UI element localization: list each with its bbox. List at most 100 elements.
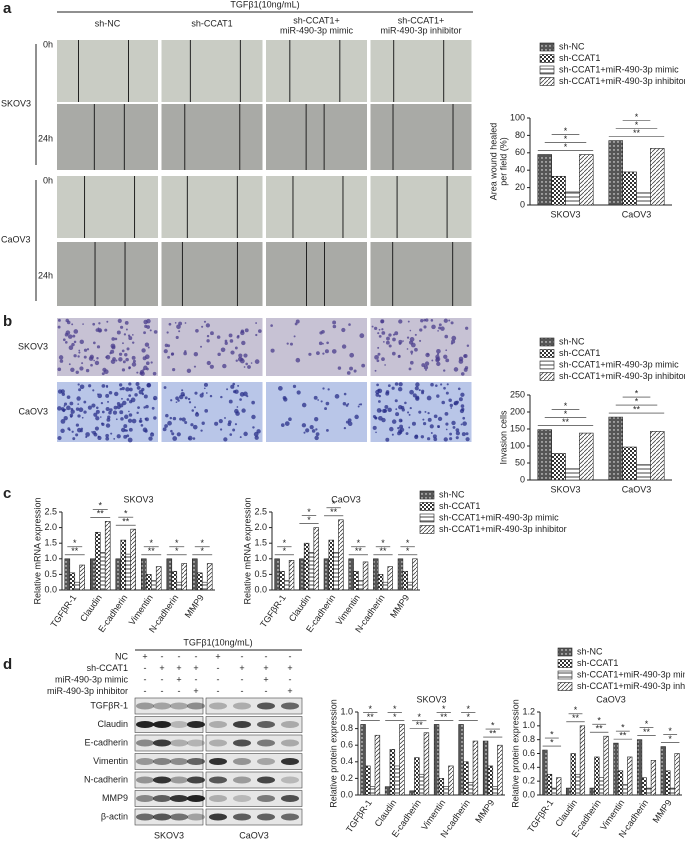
bar [360,724,366,796]
invaded-cell [184,322,187,324]
bar [94,531,101,591]
invaded-cell [128,387,133,392]
significance-mark: * [635,388,639,398]
invaded-cell [146,325,151,329]
x-tick-label: TGFβR-1 [344,798,374,835]
invaded-cell [220,347,226,353]
blot-band [136,758,154,765]
invaded-cell [205,392,208,394]
invaded-cell [372,425,377,430]
blot-band [153,795,171,802]
invaded-cell [420,319,424,323]
invaded-cell [224,417,226,419]
invaded-cell [105,433,109,438]
invaded-cell [422,418,425,421]
invaded-cell [423,325,427,329]
y-tick-label: 40 [515,165,525,175]
bar [551,453,566,481]
invaded-cell [172,436,178,441]
invaded-cell [122,400,127,406]
blot-strip [205,790,303,807]
bar [145,574,152,591]
legend-label: sh-CCAT1 [559,53,600,63]
legend-label: sh-CCAT1 [439,501,480,511]
bar [650,148,665,206]
invaded-cell [203,320,207,323]
invaded-cell [168,322,172,326]
invaded-cell [382,340,385,343]
invaded-cell [136,385,141,390]
treatment-sign: + [215,651,220,661]
invaded-cell [193,352,199,357]
invaded-cell [348,323,351,326]
legend-label: sh-CCAT1 [577,658,618,668]
invaded-cell [380,319,384,324]
invaded-cell [427,417,432,422]
column-label: miR-490-3p inhibitor [380,25,461,35]
blot-band [257,758,275,765]
invaded-cell [237,384,240,387]
invaded-cell [98,329,102,333]
blot-band [257,702,275,710]
invaded-cell [209,394,213,398]
invaded-cell [251,414,256,420]
blot-band [209,721,227,728]
invaded-cell [124,414,129,419]
treatment-sign: - [289,651,292,661]
invaded-cell [62,408,66,412]
micrograph [266,176,367,238]
invaded-cell [135,382,140,386]
invaded-cell [460,404,465,408]
significance-mark: ** [643,727,651,737]
invaded-cell [422,422,427,426]
bar [99,552,106,591]
treatment-sign: + [287,663,292,673]
significance-mark: * [564,142,568,152]
x-tick-label: Claudin [373,798,399,829]
y-axis-label: per field (%) [498,137,508,186]
invaded-cell [243,353,248,358]
invaded-cell [376,383,379,387]
invaded-cell [119,403,124,408]
protein-label: β-actin [101,811,128,821]
invaded-cell [235,411,240,416]
micrograph [266,104,367,170]
treatment-sign: - [241,674,244,684]
y-axis-label: Relative protein expression [510,699,520,808]
blot-band [170,721,188,728]
invaded-cell [414,347,418,352]
invaded-cell [374,369,377,372]
invaded-cell [72,334,76,338]
invaded-cell [150,432,155,437]
bar [333,552,339,591]
legend-swatch [539,360,555,370]
bar [397,558,404,591]
y-tick-label: 0 [520,474,525,484]
invaded-cell [347,418,352,423]
invaded-cell [94,360,100,366]
invaded-cell [453,402,457,406]
bar [551,175,566,206]
invaded-cell [95,406,99,410]
invaded-cell [250,362,253,364]
invaded-cell [101,410,105,414]
invaded-cell [163,349,168,354]
invaded-cell [113,405,118,410]
y-tick-label: 250 [510,389,525,399]
invaded-cell [240,329,245,333]
y-tick-label: 50 [515,457,525,467]
treatment-sign: - [265,651,268,661]
bar [608,416,623,481]
chart-title: CaOV3 [331,494,361,504]
invaded-cell [230,350,235,355]
invaded-cell [387,407,392,413]
invaded-cell [440,383,443,386]
invaded-cell [457,387,461,391]
invaded-cell [458,397,463,402]
invaded-cell [167,420,172,426]
blot-band [136,721,154,728]
invaded-cell [308,352,312,356]
significance-mark: * [124,509,128,519]
x-tick-label: TGFβR-1 [526,798,556,835]
y-tick-label: 2.5 [254,506,267,516]
